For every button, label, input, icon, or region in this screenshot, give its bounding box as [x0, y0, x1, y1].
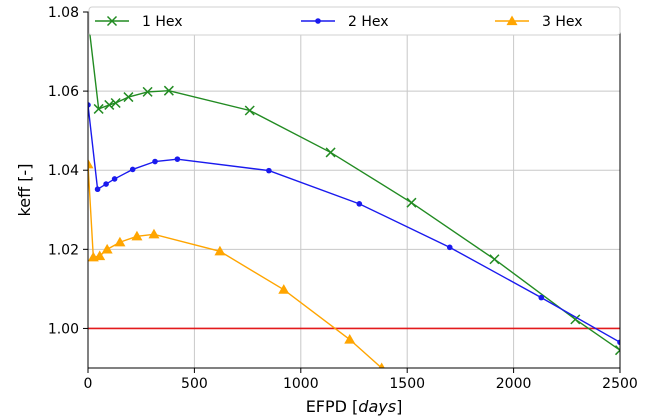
series-1-point-5	[142, 86, 153, 97]
x-axis-label-close: ]	[396, 397, 402, 416]
series-line-3	[88, 164, 383, 368]
series-1-point-2	[104, 99, 115, 110]
series-3-point-2	[94, 250, 106, 261]
legend-label-3: 3 Hex	[542, 14, 583, 30]
x-axis-label-text: EFPD [	[306, 397, 359, 416]
x-axis-label: EFPD [days]	[306, 397, 403, 416]
series-2-point-5	[152, 158, 158, 165]
series-3-point-10	[378, 362, 385, 368]
series-2-point-2	[103, 181, 109, 187]
series-3-point-3	[101, 243, 113, 254]
x-tick-label-4: 2000	[496, 376, 532, 392]
series-2-point-11	[617, 339, 620, 346]
y-tick-label-0: 1.00	[48, 321, 79, 337]
series-3-point-8	[278, 284, 290, 294]
legend-marker-1	[106, 15, 118, 27]
series-1	[88, 12, 620, 356]
series-1-point-8	[325, 147, 336, 158]
legend-marker-2	[315, 18, 321, 24]
series-1-point-10	[489, 254, 500, 265]
plot-frame	[87, 11, 621, 369]
series-line-1	[88, 17, 620, 351]
y-tick-label-2: 1.04	[48, 163, 79, 179]
series-2-point-6	[174, 156, 181, 162]
grid-lines	[87, 11, 621, 368]
x-tick-label-2: 1000	[283, 376, 319, 392]
series-3	[88, 158, 385, 368]
series-2-point-3	[111, 176, 118, 182]
legend-marker-3	[506, 15, 518, 26]
series-1-point-6	[163, 85, 174, 96]
legend: 1 Hex 2 Hex 3 Hex	[88, 6, 621, 36]
series-1-point-4	[123, 92, 134, 103]
legend-label-2: 2 Hex	[348, 14, 389, 30]
series-1-point-9	[406, 197, 417, 208]
series-1-point-1	[93, 103, 104, 114]
series-1-point-7	[244, 105, 255, 116]
x-tick-label-5: 2500	[602, 376, 638, 392]
y-tick-label-1: 1.02	[48, 242, 79, 258]
series-2-point-0	[88, 102, 91, 108]
series-2-point-1	[94, 186, 101, 193]
series-2	[88, 102, 620, 346]
y-tick-label-3: 1.06	[48, 84, 79, 100]
series-3-point-7	[214, 245, 226, 256]
series-2-point-9	[446, 244, 453, 251]
series-3-point-6	[148, 228, 160, 239]
legend-label-1: 1 Hex	[142, 14, 183, 30]
x-axis-label-unit: days	[358, 397, 396, 416]
legend-entry-1: 1 Hex	[95, 14, 183, 30]
series-2-point-7	[266, 167, 272, 174]
series-layer	[88, 12, 620, 368]
series-3-point-9	[344, 334, 356, 344]
legend-box	[88, 6, 621, 36]
ticks-layer: 0 500 1000 1500 2000 2500 1.00 1.02 1.04 1.06 1.08	[48, 5, 638, 392]
y-axis-label: keff [-]	[15, 164, 34, 217]
series-2-point-4	[129, 166, 136, 173]
series-line-2	[88, 104, 620, 343]
x-tick-label-1: 500	[181, 376, 208, 392]
legend-entry-2: 2 Hex	[301, 14, 389, 30]
series-2-point-8	[356, 201, 363, 207]
series-3-point-5	[131, 230, 143, 241]
series-1-point-11	[570, 314, 581, 325]
series-3-point-0	[88, 158, 94, 169]
y-tick-label-4: 1.08	[48, 5, 79, 21]
series-2-point-10	[538, 294, 545, 301]
series-3-point-4	[114, 236, 126, 247]
series-1-point-3	[110, 97, 121, 109]
legend-entry-3: 3 Hex	[495, 14, 583, 30]
x-tick-label-0: 0	[84, 376, 93, 392]
series-1-point-12	[614, 345, 620, 356]
x-tick-label-3: 1500	[389, 376, 425, 392]
